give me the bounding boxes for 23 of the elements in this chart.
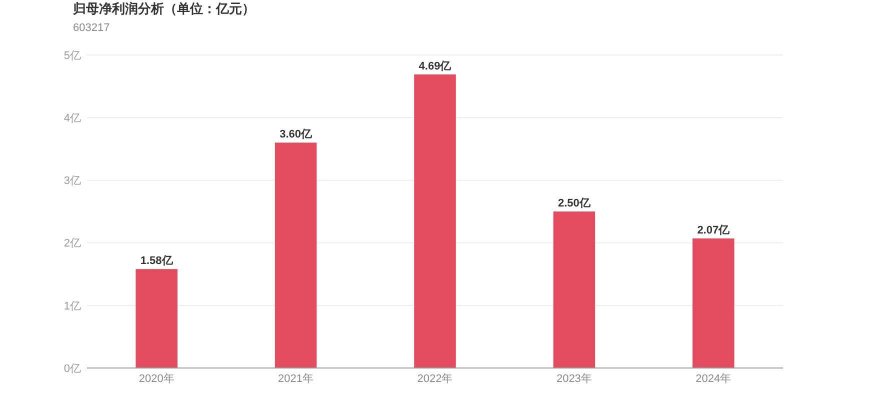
chart-title: 归母净利润分析（单位：亿元） [72,1,255,16]
x-tick-label: 2024年 [696,373,732,385]
chart-subtitle: 603217 [73,22,110,34]
bar [553,212,596,368]
data-label: 2.07亿 [697,224,731,236]
y-tick-label: 1亿 [64,300,81,312]
x-tick-label: 2022年 [417,373,453,385]
data-label: 3.60亿 [280,128,313,141]
y-tick-label: 5亿 [64,50,81,62]
y-tick-label: 4亿 [64,112,81,124]
x-tick-label: 2020年 [138,373,174,385]
x-tick-label: 2023年 [556,373,592,385]
data-label: 2.50亿 [558,198,592,210]
y-tick-label: 0亿 [64,362,81,375]
bar [274,142,317,368]
bar [692,238,734,368]
y-tick-label: 2亿 [64,238,81,250]
bar [414,74,456,368]
y-tick-label: 3亿 [64,175,81,188]
data-label: 4.69亿 [418,60,452,72]
data-label: 1.58亿 [140,255,174,268]
x-tick-label: 2021年 [278,373,314,385]
bar [136,269,178,368]
